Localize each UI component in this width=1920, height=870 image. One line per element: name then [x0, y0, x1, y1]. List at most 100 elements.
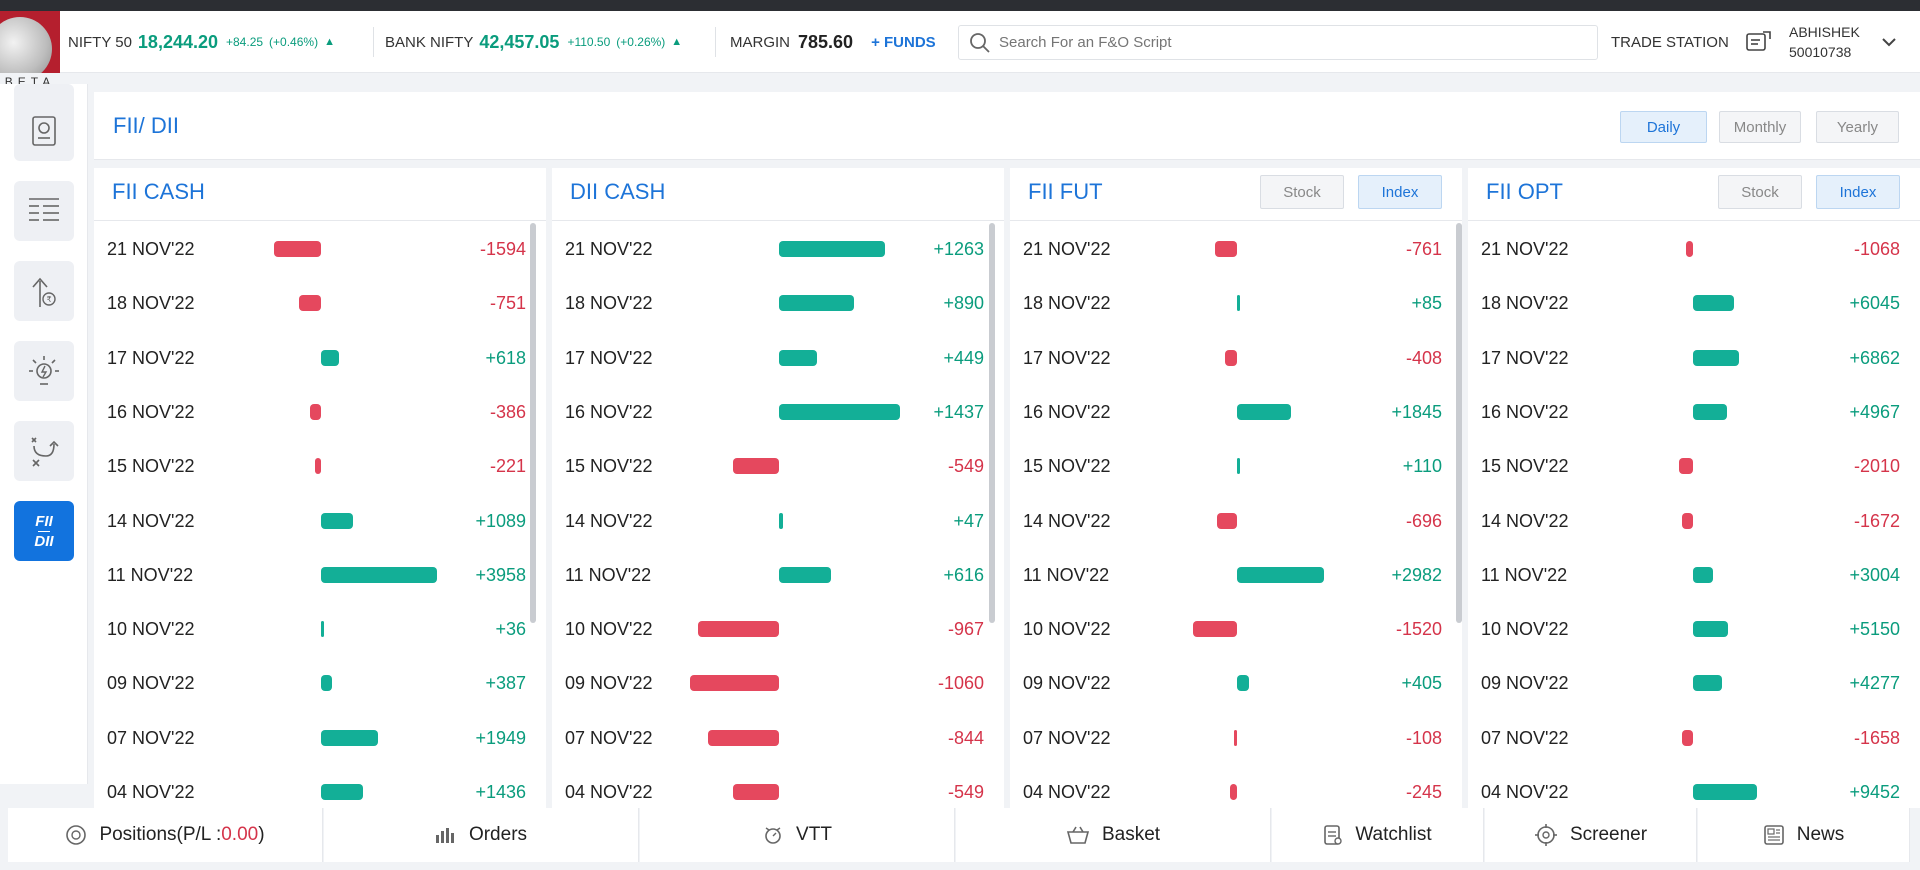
panel-title: FII FUT — [1028, 179, 1103, 204]
row-value: -549 — [947, 782, 984, 802]
value-bar — [698, 621, 779, 638]
table-row[interactable]: 14 NOV'22 +1089 — [94, 494, 546, 548]
table-row[interactable]: 07 NOV'22 -844 — [552, 711, 1004, 765]
app-logo[interactable] — [0, 11, 60, 73]
table-row[interactable]: 18 NOV'22 +890 — [552, 276, 1004, 330]
basket-tab[interactable]: Basket — [956, 808, 1271, 862]
scrollbar[interactable] — [1456, 223, 1462, 623]
table-row[interactable]: 15 NOV'22 +110 — [1010, 439, 1462, 493]
fii-dii-nav-item[interactable]: FII DII — [14, 501, 74, 561]
scrollbar[interactable] — [989, 223, 995, 623]
table-row[interactable]: 04 NOV'22 -549 — [552, 765, 1004, 808]
value-bar — [1237, 403, 1291, 420]
table-row[interactable]: 04 NOV'22 -245 — [1010, 765, 1462, 808]
row-value: +405 — [1401, 673, 1442, 694]
table-row[interactable]: 09 NOV'22 +387 — [94, 656, 546, 710]
row-date: 10 NOV'22 — [1023, 619, 1111, 640]
table-row[interactable]: 21 NOV'22 +1263 — [552, 222, 1004, 276]
index-toggle-button[interactable]: Index — [1816, 175, 1900, 209]
table-row[interactable]: 16 NOV'22 +1437 — [552, 385, 1004, 439]
trade-station-link[interactable]: TRADE STATION — [1611, 33, 1729, 51]
table-row[interactable]: 21 NOV'22 -761 — [1010, 222, 1462, 276]
idea-icon[interactable] — [14, 341, 74, 401]
table-row[interactable]: 14 NOV'22 -696 — [1010, 494, 1462, 548]
table-row[interactable]: 14 NOV'22 +47 — [552, 494, 1004, 548]
screener-tab[interactable]: Screener — [1485, 808, 1697, 862]
table-row[interactable]: 14 NOV'22 -1672 — [1468, 494, 1920, 548]
page-titlebar: FII/ DII Daily Monthly Yearly — [94, 92, 1920, 160]
trade-station-icon[interactable] — [1746, 30, 1772, 54]
orders-tab[interactable]: Orders — [324, 808, 639, 862]
table-row[interactable]: 10 NOV'22 -1520 — [1010, 602, 1462, 656]
banknifty-ticker[interactable]: BANK NIFTY 42,457.05 +110.50 (+0.26%) ▲ — [385, 11, 682, 73]
table-row[interactable]: 09 NOV'22 -1060 — [552, 656, 1004, 710]
chevron-down-icon[interactable] — [1880, 33, 1898, 51]
list-icon[interactable] — [14, 181, 74, 241]
row-value: -386 — [489, 401, 526, 422]
table-row[interactable]: 17 NOV'22 +618 — [94, 331, 546, 385]
period-monthly-button[interactable]: Monthly — [1719, 111, 1801, 143]
table-row[interactable]: 15 NOV'22 -221 — [94, 439, 546, 493]
table-row[interactable]: 15 NOV'22 -549 — [552, 439, 1004, 493]
row-value: -245 — [1405, 782, 1442, 802]
table-row[interactable]: 11 NOV'22 +616 — [552, 548, 1004, 602]
table-row[interactable]: 21 NOV'22 -1068 — [1468, 222, 1920, 276]
search-box[interactable] — [958, 25, 1598, 60]
strategy-icon[interactable] — [14, 421, 74, 481]
vtt-tab[interactable]: VTT — [640, 808, 955, 862]
table-row[interactable]: 16 NOV'22 -386 — [94, 385, 546, 439]
table-row[interactable]: 10 NOV'22 +36 — [94, 602, 546, 656]
news-tab[interactable]: News — [1698, 808, 1910, 862]
table-row[interactable]: 07 NOV'22 -1658 — [1468, 711, 1920, 765]
table-row[interactable]: 11 NOV'22 +2982 — [1010, 548, 1462, 602]
panel-dii-cash: DII CASH 21 NOV'22 +1263 18 NOV'22 +890 17 NO… — [552, 168, 1004, 808]
period-daily-button[interactable]: Daily — [1620, 111, 1707, 143]
row-date: 17 NOV'22 — [107, 347, 195, 368]
table-row[interactable]: 11 NOV'22 +3004 — [1468, 548, 1920, 602]
table-row[interactable]: 09 NOV'22 +4277 — [1468, 656, 1920, 710]
table-row[interactable]: 17 NOV'22 +449 — [552, 331, 1004, 385]
table-row[interactable]: 09 NOV'22 +405 — [1010, 656, 1462, 710]
table-row[interactable]: 16 NOV'22 +1845 — [1010, 385, 1462, 439]
value-bar — [733, 784, 779, 800]
add-funds-button[interactable]: + FUNDS — [871, 33, 936, 51]
table-row[interactable]: 16 NOV'22 +4967 — [1468, 385, 1920, 439]
user-profile[interactable]: ABHISHEK 50010738 — [1789, 22, 1860, 62]
table-row[interactable]: 11 NOV'22 +3958 — [94, 548, 546, 602]
positions-pl-value: 0.00 — [221, 824, 259, 845]
stock-toggle-button[interactable]: Stock — [1718, 175, 1802, 209]
table-row[interactable]: 07 NOV'22 +1949 — [94, 711, 546, 765]
nifty-ticker[interactable]: NIFTY 50 18,244.20 +84.25 (+0.46%) ▲ — [68, 11, 335, 73]
table-row[interactable]: 04 NOV'22 +9452 — [1468, 765, 1920, 808]
table-row[interactable]: 04 NOV'22 +1436 — [94, 765, 546, 808]
table-row[interactable]: 21 NOV'22 -1594 — [94, 222, 546, 276]
row-date: 04 NOV'22 — [1023, 782, 1111, 802]
table-row[interactable]: 18 NOV'22 +85 — [1010, 276, 1462, 330]
row-date: 16 NOV'22 — [1481, 401, 1569, 422]
row-date: 17 NOV'22 — [1023, 347, 1111, 368]
table-row[interactable]: 18 NOV'22 +6045 — [1468, 276, 1920, 330]
value-bar — [1693, 403, 1727, 420]
positions-tab[interactable]: Positions(P/L : 0.00) — [8, 808, 323, 862]
index-toggle-button[interactable]: Index — [1358, 175, 1442, 209]
report-icon[interactable] — [14, 101, 74, 161]
row-date: 18 NOV'22 — [1023, 293, 1111, 314]
period-yearly-button[interactable]: Yearly — [1816, 111, 1899, 143]
table-row[interactable]: 18 NOV'22 -751 — [94, 276, 546, 330]
panel-title: FII OPT — [1486, 179, 1563, 204]
row-value: -696 — [1405, 510, 1442, 531]
table-row[interactable]: 07 NOV'22 -108 — [1010, 711, 1462, 765]
watchlist-tab[interactable]: Watchlist — [1272, 808, 1484, 862]
table-row[interactable]: 17 NOV'22 +6862 — [1468, 331, 1920, 385]
upload-rupee-icon[interactable]: ₹ — [14, 261, 74, 321]
search-input[interactable] — [999, 34, 1559, 51]
row-value: +36 — [495, 619, 526, 640]
stock-toggle-button[interactable]: Stock — [1260, 175, 1344, 209]
table-row[interactable]: 15 NOV'22 -2010 — [1468, 439, 1920, 493]
table-row[interactable]: 10 NOV'22 -967 — [552, 602, 1004, 656]
table-row[interactable]: 17 NOV'22 -408 — [1010, 331, 1462, 385]
table-row[interactable]: 10 NOV'22 +5150 — [1468, 602, 1920, 656]
scrollbar[interactable] — [530, 223, 536, 623]
row-date: 11 NOV'22 — [1481, 564, 1568, 585]
value-bar — [321, 675, 332, 692]
